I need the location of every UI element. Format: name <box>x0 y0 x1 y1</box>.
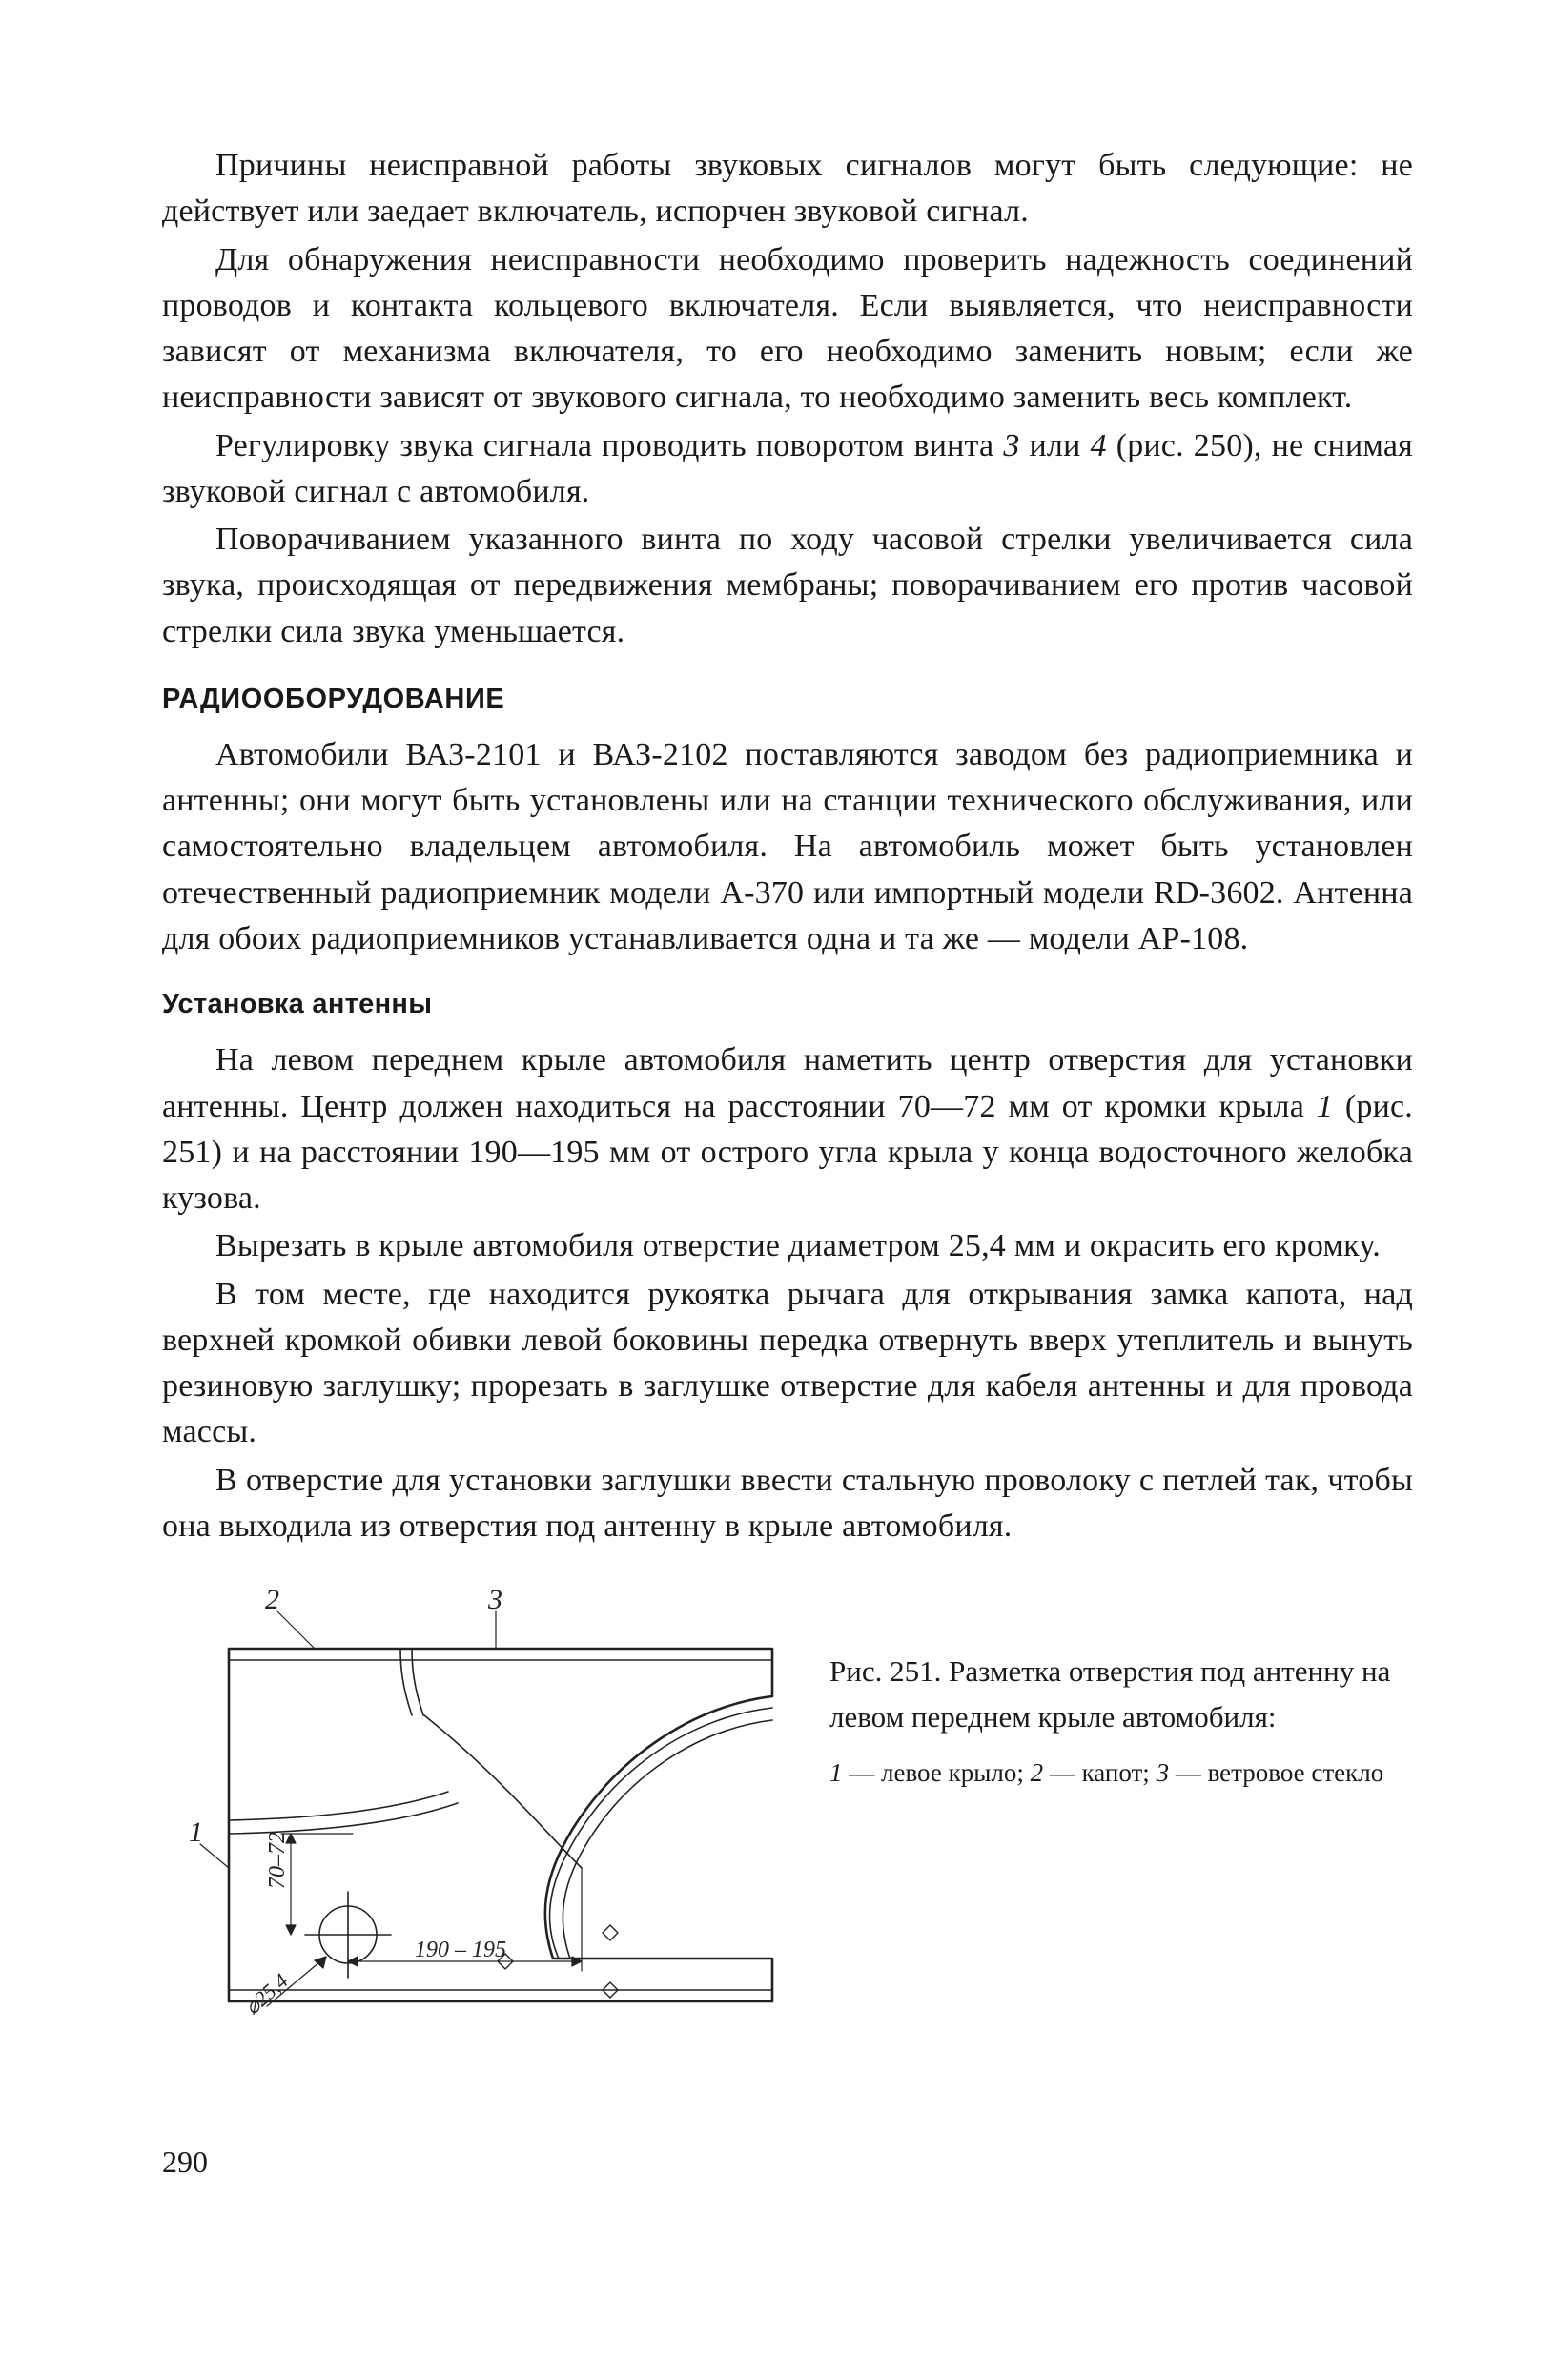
body-text: Причины неисправной работы звуковых сигн… <box>162 143 1413 1549</box>
figure-251: 1 2 3 70–72 190 – 195 ⌀25,4 Рис. 251. Ра… <box>162 1582 1413 2021</box>
figure-251-drawing: 1 2 3 70–72 190 – 195 ⌀25,4 <box>162 1582 791 2021</box>
paragraph: В отверстие для установки заглушки ввест… <box>162 1458 1413 1550</box>
paragraph: В том месте, где находится рукоятка рыча… <box>162 1272 1413 1456</box>
paragraph: Регулировку звука сигнала проводить пово… <box>162 423 1413 516</box>
page-number: 290 <box>162 2144 208 2180</box>
paragraph: На левом переднем крыле автомобиля намет… <box>162 1037 1413 1221</box>
figure-caption-title: Рис. 251. Разметка отверстия под антенну… <box>829 1649 1413 1740</box>
text-run: На левом переднем крыле автомобиля намет… <box>162 1042 1413 1123</box>
figure-dim-diameter: ⌀25,4 <box>240 1969 293 2020</box>
figure-caption-legend: 1 — левое крыло; 2 — капот; 3 — ветровое… <box>829 1754 1413 1793</box>
legend-key: 3 <box>1157 1758 1170 1787</box>
paragraph: Поворачиванием указанного винта по ходу … <box>162 517 1413 655</box>
paragraph: Вырезать в крыле автомобиля отверстие ди… <box>162 1223 1413 1269</box>
text-run: или <box>1020 428 1091 463</box>
figure-dim-vertical: 70–72 <box>265 1832 290 1889</box>
paragraph: Причины неисправной работы звуковых сигн… <box>162 143 1413 236</box>
paragraph: Для обнаружения неисправности необходимо… <box>162 237 1413 421</box>
page: Причины неисправной работы звуковых сигн… <box>0 0 1556 2380</box>
subsection-heading-antenna: Установка антенны <box>162 989 1413 1020</box>
legend-key: 2 <box>1031 1758 1044 1787</box>
legend-text: — ветровое стекло <box>1169 1758 1383 1787</box>
legend-text: — капот; <box>1043 1758 1156 1787</box>
paragraph: Автомобили ВАЗ-2101 и ВАЗ-2102 поставляю… <box>162 732 1413 962</box>
ref-number: 1 <box>1317 1089 1333 1124</box>
figure-label-3: 3 <box>487 1584 502 1615</box>
ref-number: 4 <box>1090 428 1106 463</box>
figure-label-1: 1 <box>189 1816 203 1848</box>
figure-label-2: 2 <box>265 1584 279 1615</box>
legend-text: — левое крыло; <box>843 1758 1031 1787</box>
text-run: Регулировку звука сигнала проводить пово… <box>215 428 1003 463</box>
figure-caption: Рис. 251. Разметка отверстия под антенну… <box>829 1582 1413 1793</box>
section-heading-radio: РАДИООБОРУДОВАНИЕ <box>162 684 1413 715</box>
ref-number: 3 <box>1003 428 1019 463</box>
figure-dim-horizontal: 190 – 195 <box>415 1938 506 1962</box>
legend-key: 1 <box>829 1758 843 1787</box>
